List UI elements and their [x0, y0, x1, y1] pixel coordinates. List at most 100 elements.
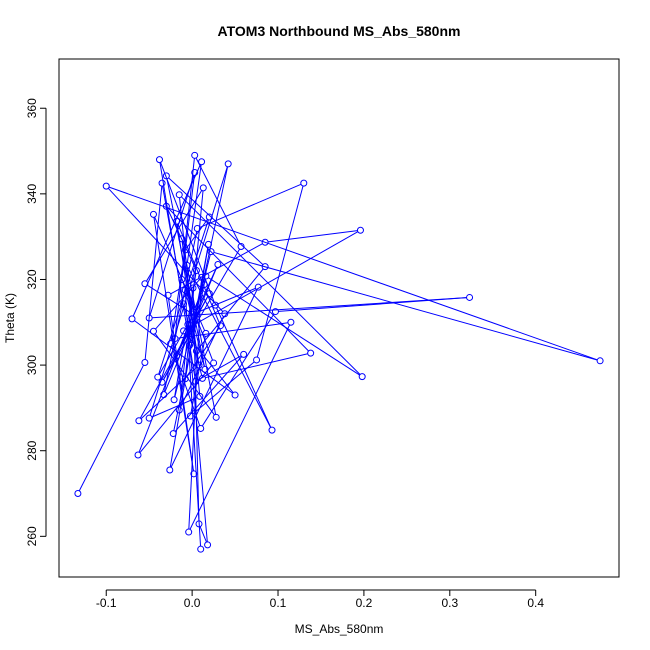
- series-segment: [174, 356, 243, 432]
- series-segment: [163, 296, 209, 380]
- data-point: [207, 248, 215, 256]
- data-point: [170, 396, 178, 404]
- plot-frame: [58, 58, 620, 578]
- series-segment: [195, 287, 256, 314]
- data-point: [192, 266, 200, 274]
- data-point: [180, 300, 188, 308]
- data-point: [102, 182, 110, 190]
- y-axis-label: Theta (K): [3, 293, 17, 343]
- data-point: [253, 356, 261, 364]
- data-point: [240, 350, 248, 358]
- data-point: [160, 391, 168, 399]
- series-segment: [167, 208, 196, 268]
- data-point: [175, 406, 183, 414]
- data-point: [173, 217, 181, 225]
- series-segment: [154, 333, 215, 416]
- data-point: [205, 290, 213, 298]
- series-layer: [74, 151, 604, 553]
- data-point: [192, 377, 200, 385]
- series-segment: [268, 230, 358, 243]
- series-segment: [140, 366, 198, 420]
- data-point: [149, 210, 157, 218]
- x-tick-label: -0.1: [96, 596, 117, 610]
- data-point: [189, 310, 197, 318]
- data-point: [158, 179, 166, 187]
- y-tick-label: 360: [25, 98, 39, 118]
- data-point: [155, 156, 163, 164]
- data-point: [221, 310, 229, 318]
- series-segment: [181, 241, 197, 349]
- y-tick-label: 320: [25, 269, 39, 289]
- series-segment: [188, 280, 202, 530]
- data-point: [216, 322, 224, 330]
- data-point: [185, 528, 193, 536]
- data-point: [128, 315, 136, 323]
- x-tick-label: 0.2: [356, 596, 373, 610]
- data-point: [300, 179, 308, 187]
- series-segment: [170, 289, 258, 468]
- data-point: [158, 378, 166, 386]
- data-point: [186, 341, 194, 349]
- data-point: [261, 263, 269, 271]
- series-segment: [78, 364, 144, 492]
- series-segment: [208, 277, 360, 376]
- x-tick-label: 0.0: [184, 596, 201, 610]
- data-point: [162, 202, 170, 210]
- data-point: [167, 340, 175, 348]
- data-point: [197, 545, 205, 553]
- series-segment: [168, 177, 264, 265]
- series-segment: [163, 248, 241, 380]
- data-point: [211, 301, 219, 309]
- y-tick-label: 260: [25, 526, 39, 546]
- series-segment: [197, 268, 264, 349]
- data-point: [173, 352, 181, 360]
- series-segment: [144, 186, 163, 360]
- series-segment: [199, 183, 302, 228]
- y-tick-label: 300: [25, 355, 39, 375]
- x-tick-label: 0.1: [270, 596, 287, 610]
- data-point: [198, 158, 206, 166]
- data-point: [181, 246, 189, 254]
- data-point: [181, 286, 189, 294]
- series-segment: [152, 297, 467, 319]
- series-segment: [166, 178, 205, 367]
- data-point: [183, 261, 191, 269]
- series-segment: [199, 526, 207, 543]
- series-segment: [185, 292, 205, 367]
- data-point: [197, 424, 205, 432]
- data-point: [202, 272, 210, 280]
- data-point: [195, 520, 203, 528]
- data-point: [198, 374, 206, 382]
- data-point: [134, 451, 142, 459]
- series-segment: [256, 185, 304, 358]
- data-point: [164, 291, 172, 299]
- data-point: [466, 293, 474, 301]
- data-point: [287, 318, 295, 326]
- data-point: [149, 327, 157, 335]
- series-segment: [147, 284, 191, 313]
- series-segment: [184, 293, 202, 547]
- data-point: [356, 226, 364, 234]
- data-point: [178, 235, 186, 243]
- data-point: [191, 168, 199, 176]
- chart-title: ATOM3 Northbound MS_Abs_580nm: [218, 23, 461, 39]
- series-segment: [168, 298, 194, 471]
- data-point: [135, 417, 143, 425]
- data-point: [145, 414, 153, 422]
- data-point: [201, 365, 209, 373]
- data-point: [180, 327, 188, 335]
- data-point: [212, 413, 220, 421]
- series-segment: [170, 243, 263, 295]
- y-tick-label: 280: [25, 440, 39, 460]
- data-point: [186, 412, 194, 420]
- data-point: [145, 314, 153, 322]
- data-point: [596, 357, 604, 365]
- series-segment: [181, 241, 217, 415]
- data-point: [74, 490, 82, 498]
- series-segment: [155, 279, 200, 330]
- data-point: [198, 273, 206, 281]
- data-point: [271, 308, 279, 316]
- series-segment: [186, 327, 220, 377]
